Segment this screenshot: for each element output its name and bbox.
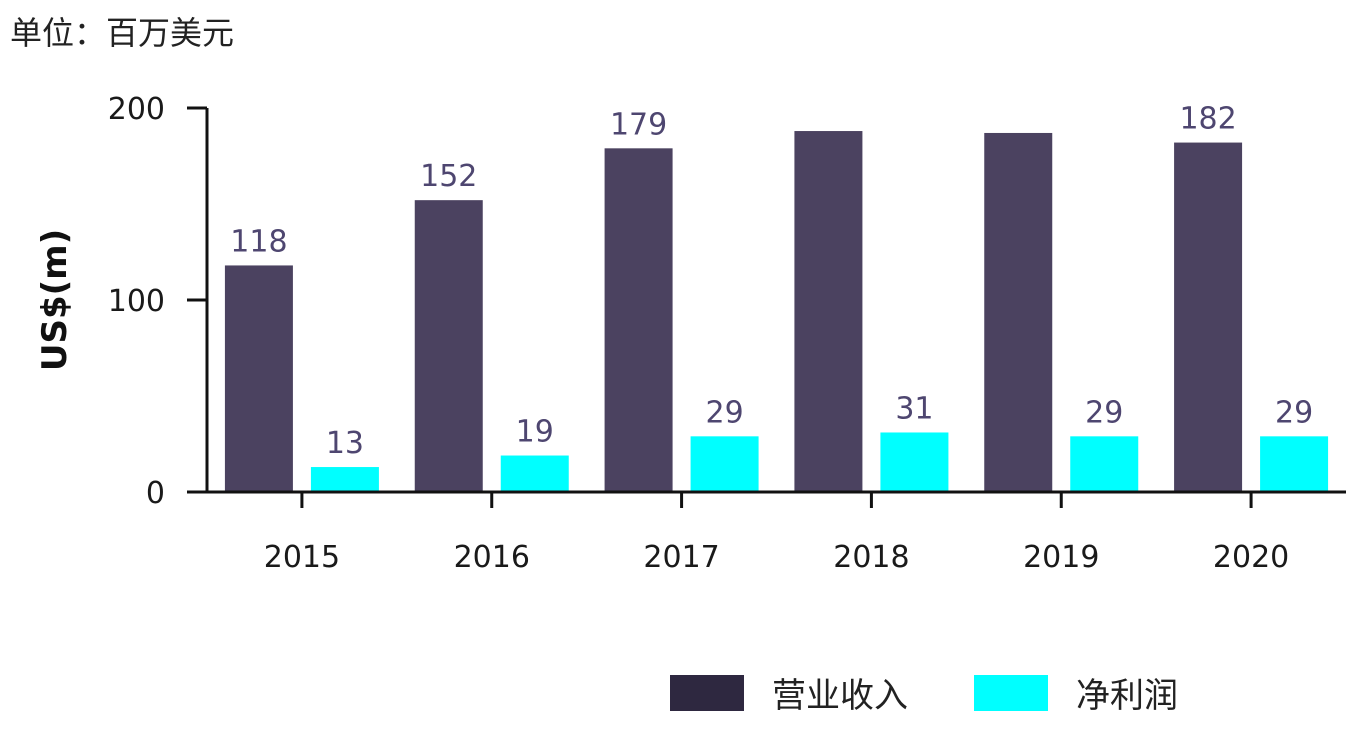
profit-bar-2015 (310, 467, 379, 492)
profit-bar-2020 (1260, 436, 1329, 492)
legend-item-profit: 净利润 (974, 668, 1178, 717)
y-tick-label-100: 100 (108, 284, 165, 319)
revenue-data-label-2017: 179 (610, 107, 667, 142)
revenue-bar-2016 (414, 200, 483, 492)
x-tick-label-2019: 2019 (1023, 540, 1099, 575)
revenue-bar-2019 (984, 132, 1053, 492)
profit-data-label-2015: 13 (326, 426, 364, 461)
y-tick-label-0: 0 (146, 476, 165, 511)
x-tick-label-2015: 2015 (264, 540, 340, 575)
revenue-data-label-2016: 152 (420, 159, 477, 194)
profit-bar-2017 (690, 436, 759, 492)
legend: 营业收入 净利润 (670, 668, 1244, 717)
y-axis-title: US$(m) (35, 229, 75, 371)
legend-swatch-revenue (670, 674, 744, 711)
x-tick-label-2017: 2017 (643, 540, 719, 575)
bar-chart: 118 152 179 182 13 19 29 31 29 29 0 100 200 2015 2016 2… (35, 92, 1346, 575)
profit-data-label-2017: 29 (705, 395, 743, 430)
unit-label: 单位：百万美元 (10, 14, 235, 52)
profit-data-label-2020: 29 (1275, 395, 1313, 430)
x-tick-label-2016: 2016 (454, 540, 530, 575)
revenue-data-label-2020: 182 (1179, 102, 1236, 137)
x-tick-label-2018: 2018 (833, 540, 909, 575)
legend-label-revenue: 营业收入 (772, 676, 908, 716)
y-tick-label-200: 200 (108, 92, 165, 127)
revenue-data-label-2015: 118 (230, 224, 287, 259)
legend-swatch-profit (974, 674, 1048, 711)
legend-item-revenue: 营业收入 (670, 668, 908, 717)
x-tick-label-2020: 2020 (1213, 540, 1289, 575)
revenue-bar-2018 (794, 131, 863, 493)
profit-data-label-2018: 31 (895, 391, 933, 426)
revenue-bar-2020 (1174, 142, 1243, 492)
profit-bar-2018 (880, 432, 949, 492)
legend-label-profit: 净利润 (1076, 676, 1178, 716)
profit-bar-2016 (500, 455, 569, 492)
profit-data-label-2019: 29 (1085, 395, 1123, 430)
profit-data-label-2016: 19 (516, 415, 554, 450)
revenue-bar-2015 (224, 265, 293, 492)
profit-bar-2019 (1070, 436, 1139, 492)
revenue-bar-2017 (604, 148, 673, 492)
